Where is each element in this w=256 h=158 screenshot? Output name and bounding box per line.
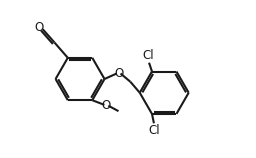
Text: Cl: Cl xyxy=(142,49,154,62)
Text: O: O xyxy=(102,99,111,112)
Text: O: O xyxy=(35,21,44,34)
Text: O: O xyxy=(114,67,123,80)
Text: Cl: Cl xyxy=(149,124,160,137)
